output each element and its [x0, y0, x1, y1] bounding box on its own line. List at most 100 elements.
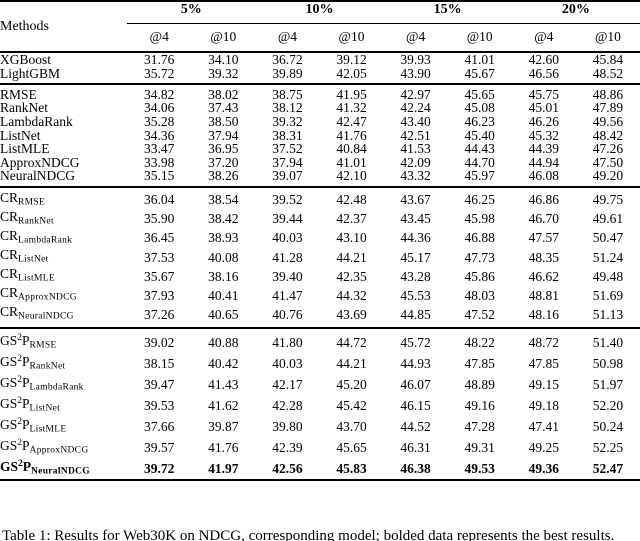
value-cell: 39.44: [272, 211, 303, 227]
value-cell: 37.52: [272, 141, 303, 157]
value-cell: 44.43: [464, 141, 495, 157]
value-cell: 42.48: [336, 192, 367, 208]
value-cell: 49.20: [592, 168, 624, 184]
value-cell: 45.40: [464, 127, 495, 143]
value-cell: 52.47: [592, 461, 624, 477]
table-row: GS2PApproxNDCG 39.57 41.76 42.39 45.65 46.31 4…: [0, 437, 640, 458]
method-name: LambdaRank: [0, 113, 73, 129]
value-cell: 44.85: [400, 306, 431, 322]
subheader-at4: @4: [534, 29, 554, 44]
method-superscript: 2: [17, 332, 23, 343]
value-cell: 44.21: [336, 249, 367, 265]
method-name: ListNet: [0, 127, 41, 143]
value-cell: 37.94: [208, 127, 239, 143]
method-superscript: 2: [17, 374, 23, 385]
method-name: NeuralNDCG: [0, 168, 75, 184]
method-subscript: NeuralNDCG: [31, 466, 90, 477]
value-cell: 47.50: [592, 154, 624, 170]
value-cell: 40.76: [272, 306, 303, 322]
value-cell: 39.57: [144, 440, 175, 455]
table-row: NeuralNDCG 35.15 38.26 39.07 42.10 43.32 45.97…: [0, 169, 640, 183]
value-cell: 34.06: [144, 100, 175, 116]
value-cell: 44.32: [336, 287, 367, 303]
method-subscript: ListMLE: [29, 424, 67, 435]
table-row: GS2PRankNet 38.15 40.42 40.03 44.21 44.93 47.8…: [0, 353, 640, 374]
value-cell: 45.67: [464, 65, 495, 81]
method-name: P: [22, 374, 30, 390]
method-superscript: 2: [17, 438, 23, 449]
method-name: CR: [0, 304, 19, 320]
method-cell: CRListMLE: [0, 267, 127, 286]
value-cell: 49.31: [464, 440, 495, 455]
value-cell: 37.43: [208, 100, 239, 116]
method-subscript: ListMLE: [18, 273, 55, 284]
value-cell: 47.26: [592, 141, 624, 157]
value-cell: 36.04: [144, 192, 175, 208]
method-name: CR: [0, 227, 19, 243]
subheader-at10: @10: [466, 29, 493, 44]
value-cell: 37.53: [144, 249, 175, 265]
table-row: LightGBM 35.72 39.32 39.89 42.05 43.90 45.67 46…: [0, 65, 640, 81]
value-cell: 36.45: [144, 230, 175, 246]
bottom-rule: [0, 479, 640, 482]
table-row: CRLambdaRank 36.45 38.93 40.03 43.10 44.36 46.…: [0, 227, 640, 248]
subheader-at10: @10: [210, 29, 237, 44]
method-name: ApproxNDCG: [0, 154, 80, 170]
value-cell: 37.26: [144, 306, 175, 322]
method-cell: GS2PApproxNDCG: [0, 437, 127, 458]
table-row: GS2PRMSE 39.02 40.88 41.80 44.72 45.72 48.22 48…: [0, 332, 640, 353]
method-name: LightGBM: [0, 65, 61, 81]
value-cell: 43.40: [400, 113, 431, 129]
value-cell: 46.86: [528, 192, 559, 208]
value-cell: 47.28: [464, 418, 495, 434]
value-cell: 49.25: [528, 440, 559, 455]
method-cell: GS2PNeuralNDCG: [0, 458, 127, 479]
value-cell: 45.72: [400, 334, 431, 350]
value-cell: 48.35: [528, 249, 559, 265]
method-cell: CRListNet: [0, 248, 127, 267]
subheader-at4: @4: [406, 29, 426, 44]
value-cell: 49.56: [592, 113, 624, 129]
table-row: LambdaRank 35.28 38.50 39.32 42.47 43.40 46.23…: [0, 115, 640, 129]
value-cell: 37.20: [208, 154, 239, 170]
value-cell: 47.73: [464, 249, 495, 265]
subheader-row: @4 @10 @4 @10 @4 @10 @4 @10: [0, 24, 640, 51]
value-cell: 45.98: [464, 211, 495, 227]
value-cell: 45.08: [464, 100, 495, 116]
value-cell: 41.43: [208, 376, 239, 392]
value-cell: 51.97: [592, 376, 624, 392]
method-subscript: LambdaRank: [29, 382, 84, 393]
value-cell: 48.16: [528, 306, 559, 322]
value-cell: 38.54: [208, 192, 239, 208]
table-row: GS2PNeuralNDCG 39.72 41.97 42.56 45.83 46.38 4…: [0, 458, 640, 479]
value-cell: 36.72: [272, 52, 303, 67]
value-cell: 39.47: [144, 376, 175, 392]
value-cell: 37.93: [144, 287, 175, 303]
value-cell: 37.94: [272, 154, 303, 170]
table-body: Methods 5% 10% 15% 20% @4 @10 @4 @10 @4 …: [0, 0, 640, 482]
value-cell: 38.15: [144, 355, 175, 371]
table-row: GS2PListNet 39.53 41.62 42.28 45.42 46.15 49.1…: [0, 395, 640, 416]
method-name: CR: [0, 265, 19, 281]
table-row: RankNet 34.06 37.43 38.12 41.32 42.24 45.08 45.…: [0, 101, 640, 115]
value-cell: 39.12: [336, 52, 367, 67]
value-cell: 51.24: [592, 249, 624, 265]
method-cell: LightGBM: [0, 65, 127, 81]
value-cell: 39.89: [272, 65, 303, 81]
value-cell: 39.52: [272, 192, 303, 208]
method-cell: LambdaRank: [0, 115, 127, 129]
value-cell: 41.80: [272, 334, 303, 350]
table-caption: Table 1: Results for Web30K on NDCG, cor…: [2, 528, 615, 541]
method-name: P: [22, 417, 30, 433]
value-cell: 45.83: [336, 461, 367, 477]
bottom-rule: [0, 479, 640, 482]
value-cell: 42.51: [400, 127, 431, 143]
value-cell: 50.98: [592, 355, 624, 371]
value-cell: 45.20: [336, 376, 367, 392]
value-cell: 40.42: [208, 355, 239, 371]
value-cell: 40.41: [208, 287, 239, 303]
section-separator-rule: [0, 183, 640, 191]
value-cell: 41.28: [272, 249, 303, 265]
method-name: GS: [0, 396, 18, 412]
method-cell: ListNet: [0, 127, 127, 143]
